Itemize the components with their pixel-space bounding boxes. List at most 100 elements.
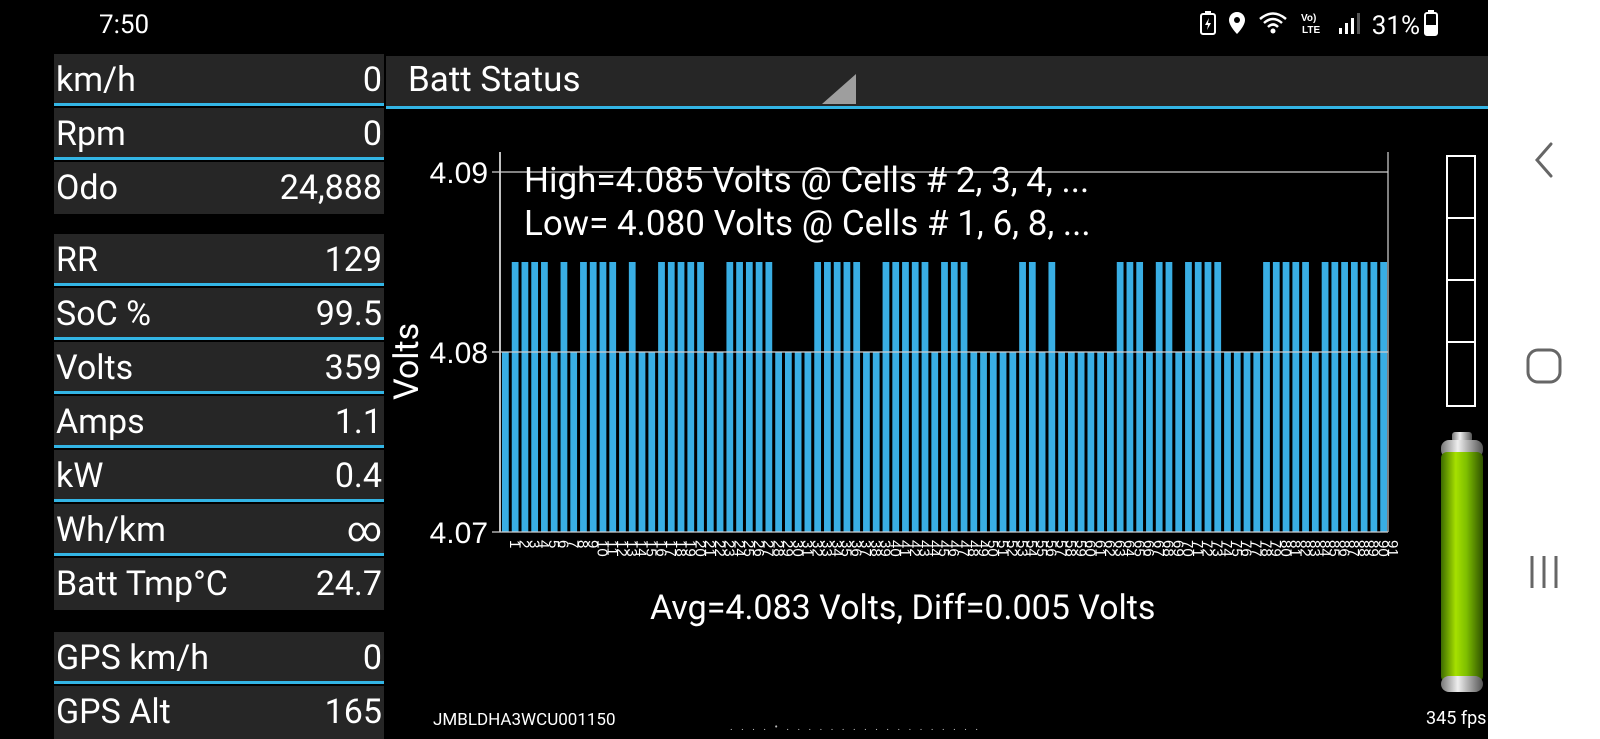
cell-bar <box>1028 262 1036 532</box>
cell-bar <box>1048 262 1056 532</box>
battery-saver-icon <box>1199 10 1216 42</box>
cell-bar <box>580 262 587 532</box>
cell-bar <box>1097 352 1105 532</box>
wifi-icon <box>1258 11 1288 42</box>
x-tick-label: 63 <box>1111 540 1128 557</box>
y-axis-label: Volts <box>387 322 427 400</box>
x-tick-label: 41 <box>896 540 913 557</box>
row-gps-alt: GPS Alt 165 <box>54 686 384 739</box>
x-tick-label: 33 <box>818 540 835 557</box>
cell-bar <box>853 262 861 532</box>
x-tick-label: 85 <box>1326 540 1343 557</box>
x-tick-label: 25 <box>740 540 757 557</box>
level-meter <box>1446 155 1476 407</box>
row-amps: Amps 1.1 <box>54 396 384 448</box>
cell-bar <box>863 352 870 532</box>
row-value: 165 <box>324 692 382 732</box>
cell-bar <box>1214 262 1222 532</box>
x-tick-label: 82 <box>1296 540 1313 557</box>
row-value: 1.1 <box>334 402 382 442</box>
x-tick-label: 64 <box>1121 540 1138 557</box>
status-bar: 7:50 Vo) LTE 31% <box>0 0 1488 52</box>
cell-bar <box>521 262 529 532</box>
cell-bar <box>550 352 558 532</box>
x-tick-label: 56 <box>1043 540 1060 557</box>
back-button[interactable] <box>1488 120 1600 200</box>
cell-bar <box>638 352 646 532</box>
cell-bar <box>560 262 568 532</box>
x-tick-label: 18 <box>672 540 689 557</box>
x-tick-label: 46 <box>945 540 962 557</box>
x-tick-label: 6 <box>555 540 572 548</box>
x-tick-label: 5 <box>545 540 562 548</box>
x-tick-label: 43 <box>916 540 933 557</box>
chart-high-annotation: High=4.085 Volts @ Cells # 2, 3, 4, ... <box>524 160 1090 201</box>
x-tick-label: 62 <box>1101 540 1118 557</box>
x-tick-label: 24 <box>730 540 747 557</box>
x-tick-label: 53 <box>1013 540 1030 557</box>
recents-button[interactable] <box>1488 532 1600 612</box>
x-tick-label: 80 <box>1277 540 1294 557</box>
row-label: km/h <box>56 60 136 100</box>
x-tick-label: 32 <box>808 540 825 557</box>
cell-bar <box>941 262 948 532</box>
x-tick-label: 13 <box>623 540 640 557</box>
row-gps-speed: GPS km/h 0 <box>54 632 384 684</box>
row-label: SoC % <box>56 294 152 334</box>
x-tick-label: 44 <box>925 540 942 557</box>
dropdown-triangle-icon[interactable] <box>822 74 856 104</box>
cell-bar <box>716 352 724 532</box>
home-button[interactable] <box>1488 326 1600 406</box>
y-tick-label: 4.09 <box>430 157 488 190</box>
x-tick-label: 40 <box>886 540 903 557</box>
x-tick-label: 71 <box>1189 540 1206 557</box>
row-soc: SoC % 99.5 <box>54 288 384 340</box>
x-tick-label: 29 <box>779 540 796 557</box>
cell-bar <box>706 352 714 532</box>
x-tick-label: 47 <box>955 540 972 557</box>
row-label: Rpm <box>56 114 126 154</box>
x-tick-label: 23 <box>721 540 738 557</box>
x-tick-label: 21 <box>701 540 718 557</box>
x-tick-label: 31 <box>799 540 816 557</box>
x-tick-label: 50 <box>984 540 1001 557</box>
cell-bar <box>1321 262 1329 532</box>
battery-icon <box>1424 9 1438 43</box>
cell-bar <box>1058 352 1065 532</box>
cell-bar <box>1194 262 1202 532</box>
cell-voltage-chart: 4.07 4.08 4.09 1 2 3 4 5 6 7 8 9 10 11 12 13 14 15 16 17 18 1… <box>386 140 1426 640</box>
x-tick-label: 59 <box>1072 540 1089 557</box>
row-kw: kW 0.4 <box>54 450 384 502</box>
cell-bar <box>1311 352 1319 532</box>
volte-icon: Vo) LTE <box>1300 10 1326 43</box>
cell-bar <box>999 352 1007 532</box>
row-label: Volts <box>56 348 134 388</box>
cell-bar <box>1165 262 1173 532</box>
row-label: Amps <box>56 402 145 442</box>
fps-counter: 345 fps <box>1426 708 1487 729</box>
x-tick-label: 54 <box>1023 540 1040 557</box>
cell-bar <box>697 262 704 532</box>
x-tick-label: 17 <box>662 540 679 557</box>
cell-bar <box>531 262 539 532</box>
x-tick-label: 42 <box>906 540 923 557</box>
cell-bar <box>872 352 880 532</box>
cell-bar <box>755 262 763 532</box>
row-label: kW <box>56 456 104 496</box>
recents-icon <box>1530 556 1558 588</box>
cell-bar <box>1067 352 1075 532</box>
cell-bar <box>843 262 851 532</box>
cell-bar <box>1185 262 1192 532</box>
cell-bar <box>541 262 548 532</box>
cell-bar <box>745 262 753 532</box>
cell-bar <box>1146 352 1153 532</box>
page-indicator[interactable]: . . . . • . . . . . . . . . . . . . . . … <box>730 722 981 733</box>
cell-bar <box>1204 262 1212 532</box>
row-value: 0 <box>362 114 382 154</box>
x-tick-label: 60 <box>1082 540 1099 557</box>
x-tick-label: 72 <box>1199 540 1216 557</box>
x-tick-label: 20 <box>691 540 708 557</box>
screen-selector[interactable]: Batt Status <box>386 56 1488 109</box>
cell-bar <box>1292 262 1300 532</box>
vin-label: JMBLDHA3WCU001150 <box>433 710 616 730</box>
